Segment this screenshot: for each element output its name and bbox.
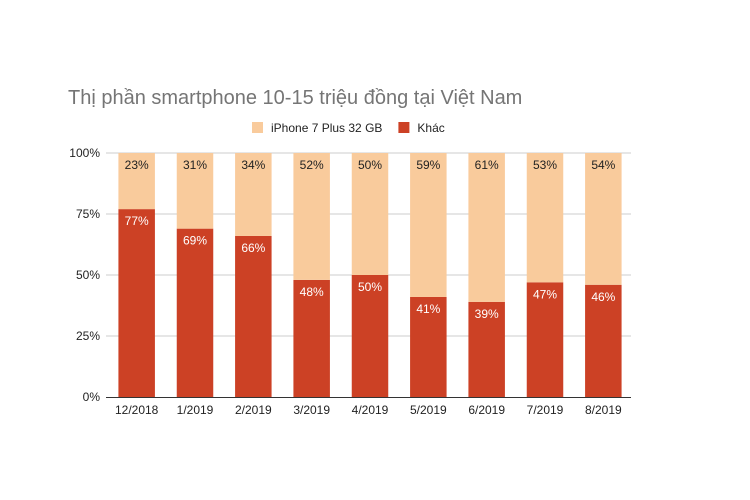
x-tick-label: 3/2019: [293, 403, 330, 417]
bar-khac: [410, 296, 447, 397]
data-label: 31%: [183, 158, 207, 172]
bar-iphone: [293, 153, 330, 280]
data-label: 48%: [300, 285, 324, 299]
bar-iphone: [235, 153, 272, 236]
axes: 0% 25% 50% 75% 100% 12/2018 1/2019 2/2019 3/2019…: [69, 146, 631, 417]
bar-iphone: [526, 153, 564, 283]
x-tick-label: 5/2019: [410, 403, 447, 417]
data-label: 52%: [300, 158, 324, 172]
y-tick-label: 100%: [69, 146, 100, 160]
bar-khac: [118, 209, 155, 397]
y-tick-label: 50%: [76, 268, 100, 282]
data-label: 59%: [416, 158, 440, 172]
y-tick-label: 75%: [76, 207, 100, 221]
data-label: 54%: [591, 158, 615, 172]
y-tick-label: 25%: [76, 329, 100, 343]
bar-khac: [235, 235, 272, 397]
legend-label: Khác: [417, 121, 444, 135]
x-tick-label: 2/2019: [235, 403, 272, 417]
data-label: 69%: [183, 234, 207, 248]
data-label: 39%: [475, 307, 499, 321]
data-label: 50%: [358, 280, 382, 294]
data-label: 66%: [241, 241, 265, 255]
y-tick-label: 0%: [83, 390, 101, 404]
data-label: 50%: [358, 158, 382, 172]
legend-label: iPhone 7 Plus 32 GB: [271, 121, 382, 135]
x-tick-label: 7/2019: [527, 403, 564, 417]
bar-iphone: [410, 153, 447, 297]
data-label: 23%: [125, 158, 149, 172]
bar-khac: [526, 282, 564, 397]
x-tick-label: 6/2019: [468, 403, 505, 417]
data-label: 61%: [475, 158, 499, 172]
data-label: 47%: [533, 287, 557, 301]
x-tick-label: 12/2018: [115, 403, 159, 417]
data-label: 46%: [591, 290, 615, 304]
bar-khac: [585, 284, 622, 397]
x-tick-label: 1/2019: [177, 403, 214, 417]
bar-iphone: [468, 153, 505, 302]
bar-iphone: [351, 153, 389, 275]
bar-iphone: [176, 153, 214, 229]
bar-khac: [351, 275, 389, 397]
bar-khac: [176, 228, 214, 397]
bar-khac: [468, 301, 505, 397]
bar-khac: [293, 279, 330, 397]
bars: 77% 23% 69% 31% 66% 34% 48% 52% 50% 50% 41% 59% 39% 6…: [118, 153, 622, 397]
chart-title: Thị phần smartphone 10-15 triệu đồng tại…: [68, 87, 522, 109]
data-label: 53%: [533, 158, 557, 172]
legend-swatch: [398, 122, 410, 133]
data-label: 77%: [125, 214, 149, 228]
x-tick-label: 4/2019: [352, 403, 389, 417]
data-label: 41%: [416, 302, 440, 316]
legend-swatch: [252, 122, 263, 133]
x-tick-label: 8/2019: [585, 403, 622, 417]
legend: iPhone 7 Plus 32 GB Khác: [252, 121, 445, 135]
bar-iphone: [118, 153, 155, 210]
data-label: 34%: [241, 158, 265, 172]
bar-iphone: [585, 153, 622, 285]
